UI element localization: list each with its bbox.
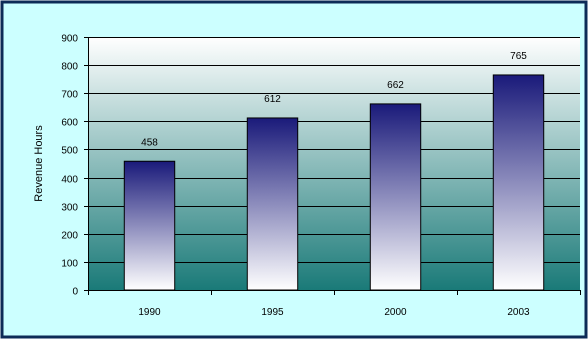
bar-2003 <box>492 74 545 291</box>
y-tick-label: 500 <box>61 146 78 157</box>
y-tick-label: 600 <box>61 118 78 129</box>
y-tick-label: 300 <box>61 203 78 214</box>
x-tick-label: 1995 <box>261 307 284 318</box>
axes <box>84 37 581 295</box>
y-tick-label: 100 <box>61 259 78 270</box>
bar-1990 <box>123 160 176 291</box>
labels: 0 100 200 300 400 500 600 700 800 900 458 1990 612 19… <box>61 34 530 319</box>
y-tick-label: 800 <box>61 62 78 73</box>
y-axis-title: Revenue Hours <box>33 125 45 202</box>
data-label: 662 <box>387 80 404 91</box>
bar-1995 <box>246 117 299 291</box>
data-label: 458 <box>141 137 158 148</box>
bars <box>123 74 545 291</box>
y-tick-label: 900 <box>61 34 78 45</box>
x-tick-label: 2000 <box>384 307 407 318</box>
data-label: 612 <box>264 94 281 105</box>
bar-2000 <box>369 103 422 291</box>
y-tick-label: 400 <box>61 175 78 186</box>
y-tick-label: 700 <box>61 90 78 101</box>
x-tick-label: 1990 <box>138 307 161 318</box>
x-tick-label: 2003 <box>507 307 530 318</box>
y-tick-label: 0 <box>72 287 78 298</box>
y-tick-label: 200 <box>61 231 78 242</box>
data-label: 765 <box>510 51 527 62</box>
